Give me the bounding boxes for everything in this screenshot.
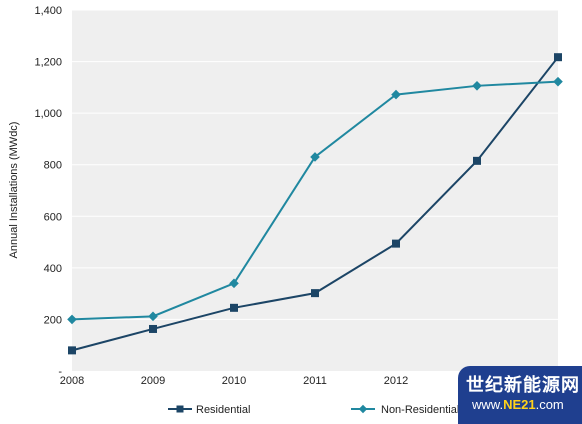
data-point-marker <box>472 81 482 91</box>
data-point-marker <box>310 152 320 162</box>
watermark-url-suffix: .com <box>535 397 564 412</box>
x-tick-label: 2010 <box>222 375 246 387</box>
x-tick-label: 2009 <box>141 375 165 387</box>
data-point-marker <box>392 239 400 248</box>
legend-label: Non-Residential <box>381 404 459 416</box>
y-tick-label: - <box>58 366 62 378</box>
legend-item: Non-Residential <box>351 404 459 416</box>
data-point-marker <box>148 311 158 322</box>
data-point-marker <box>553 76 563 87</box>
y-axis-title: Annual Installations (MWdc) <box>8 122 20 259</box>
y-axis-tick-labels: - 200 400 600 800 1,000 1,200 1,400 <box>34 5 62 378</box>
series-lines <box>67 53 563 355</box>
watermark-url-brand: NE21 <box>503 397 536 412</box>
legend-label: Residential <box>196 404 250 416</box>
series-residential <box>68 53 562 355</box>
x-tick-label: 2012 <box>384 375 408 387</box>
plot-area <box>72 10 558 371</box>
x-tick-label: 2008 <box>60 375 84 387</box>
data-point-marker <box>68 346 76 355</box>
data-point-marker <box>391 89 401 100</box>
data-point-marker <box>149 324 157 333</box>
data-point-marker <box>358 404 368 414</box>
y-tick-label: 1,200 <box>34 57 62 69</box>
series-non-residential <box>67 76 563 325</box>
watermark-cn-text: 世纪新能源网 <box>466 375 580 396</box>
x-tick-label: 2011 <box>303 375 327 387</box>
watermark-url-prefix: www. <box>472 397 504 412</box>
data-point-marker <box>67 314 77 325</box>
data-point-marker <box>554 53 562 62</box>
legend: Residential Non-Residential <box>168 404 459 416</box>
y-tick-label: 600 <box>44 211 62 223</box>
y-tick-label: 400 <box>44 263 62 275</box>
watermark-logo: 世纪新能源网 www.NE21.com <box>458 366 582 424</box>
y-tick-label: 1,000 <box>34 108 62 120</box>
data-point-marker <box>473 156 481 165</box>
y-tick-label: 200 <box>44 314 62 326</box>
data-point-marker <box>176 405 184 413</box>
watermark-url: www.NE21.com <box>472 397 564 412</box>
legend-item: Residential <box>168 404 250 416</box>
y-tick-label: 800 <box>44 160 62 172</box>
data-point-marker <box>230 303 238 312</box>
data-point-marker <box>311 289 319 298</box>
data-point-marker <box>229 278 239 289</box>
y-tick-label: 1,400 <box>34 5 62 17</box>
